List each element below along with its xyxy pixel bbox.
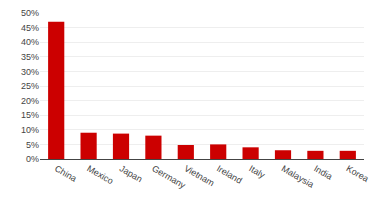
svg-text:Malaysia: Malaysia [280, 163, 316, 189]
svg-text:Mexico: Mexico [85, 163, 115, 186]
svg-text:Ireland: Ireland [215, 163, 244, 185]
svg-text:0%: 0% [26, 154, 39, 164]
svg-text:Japan: Japan [118, 163, 144, 184]
svg-text:Vietnam: Vietnam [183, 163, 216, 188]
svg-text:India: India [312, 163, 334, 181]
svg-text:35%: 35% [21, 52, 39, 62]
svg-text:Italy: Italy [247, 163, 267, 180]
svg-text:25%: 25% [21, 81, 39, 91]
svg-text:China: China [53, 163, 78, 183]
svg-text:50%: 50% [21, 8, 39, 18]
svg-text:Germany: Germany [150, 163, 187, 190]
svg-text:5%: 5% [26, 140, 39, 150]
svg-text:Korea: Korea [345, 163, 371, 184]
svg-text:20%: 20% [21, 96, 39, 106]
svg-text:10%: 10% [21, 125, 39, 135]
svg-text:45%: 45% [21, 23, 39, 33]
svg-text:30%: 30% [21, 67, 39, 77]
svg-text:15%: 15% [21, 110, 39, 120]
svg-text:40%: 40% [21, 37, 39, 47]
